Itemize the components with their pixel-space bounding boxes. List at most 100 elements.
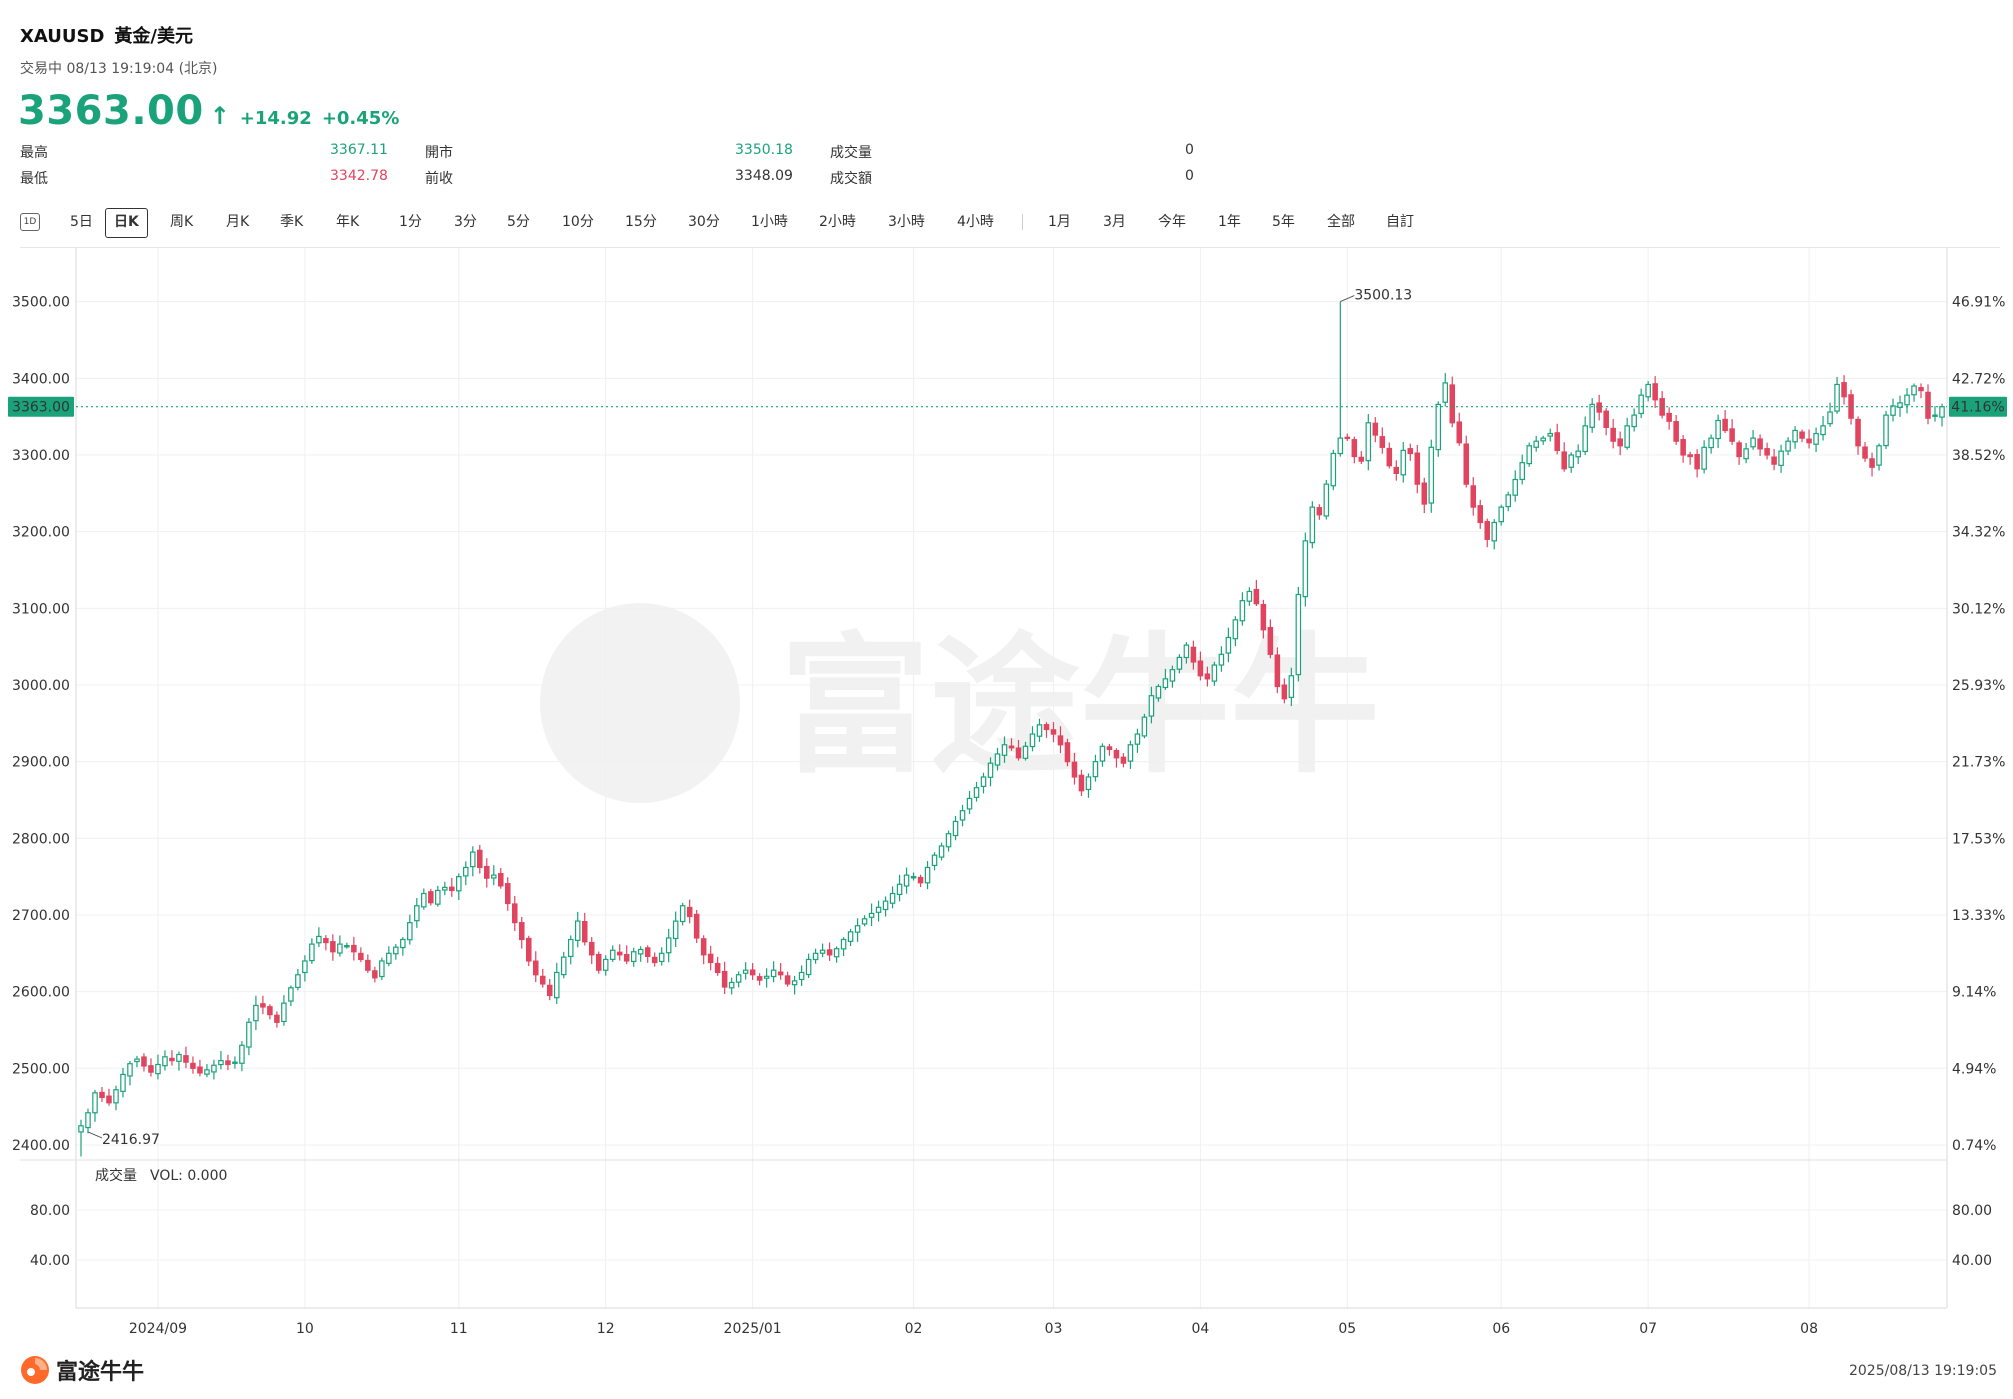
candle-body	[92, 1092, 98, 1114]
y-tick-label: 3300.00	[12, 448, 70, 464]
candle-body	[449, 886, 455, 892]
candle-body	[281, 1002, 287, 1023]
volume-label: 成交量	[830, 145, 872, 161]
range-1-button[interactable]: 3月	[1103, 214, 1126, 230]
period-7-button[interactable]: 3分	[454, 214, 477, 230]
candle-body	[644, 947, 651, 957]
pct-tick-label: 13.33%	[1952, 908, 2005, 924]
candle-body	[323, 938, 329, 944]
candle-body	[309, 943, 315, 962]
candle-body	[1512, 478, 1518, 496]
range-2-button[interactable]: 今年	[1158, 214, 1186, 230]
candle-body	[1155, 685, 1162, 699]
y-tick-label: 3000.00	[12, 678, 70, 694]
candle-body	[295, 974, 301, 989]
range-3-button[interactable]: 1年	[1218, 214, 1241, 230]
range-4-button[interactable]: 5年	[1272, 214, 1295, 230]
candle-body	[1295, 593, 1302, 676]
prev-close-label: 前收	[425, 171, 453, 187]
last-price: 3363.00	[18, 88, 204, 134]
candle-body	[1309, 506, 1316, 544]
prev-close-value: 3348.09	[735, 168, 793, 184]
period-15-button[interactable]: 4小時	[957, 214, 994, 230]
candle-body	[1708, 437, 1714, 449]
candle-body	[735, 974, 742, 983]
pct-tick-label: 25.93%	[1952, 678, 2005, 694]
period-5-button[interactable]: 年K	[336, 214, 360, 230]
pct-tick-label: 9.14%	[1952, 985, 1996, 1001]
candle-body	[854, 925, 861, 933]
candle-body	[1484, 521, 1491, 540]
period-9-button[interactable]: 10分	[562, 214, 594, 230]
candle-body	[218, 1060, 224, 1066]
period-10-button[interactable]: 15分	[625, 214, 657, 230]
range-6-button[interactable]: 自訂	[1386, 214, 1414, 230]
x-tick-label: 04	[1191, 1321, 1209, 1337]
candle-body	[1204, 673, 1211, 680]
candle-body	[938, 845, 945, 858]
x-tick-label: 05	[1338, 1321, 1356, 1337]
period-4-button[interactable]: 季K	[280, 214, 304, 230]
candle-body	[1442, 382, 1449, 403]
period-6-button[interactable]: 1分	[399, 214, 422, 230]
period-1-button[interactable]: 日K	[105, 208, 148, 238]
period-13-button[interactable]: 2小時	[819, 214, 856, 230]
candle-body	[1932, 414, 1938, 417]
candle-body	[1652, 383, 1658, 401]
candlestick-chart[interactable]: 富途牛牛 3500.00 46.91% 3400.00 42.72% 3300.00 38.…	[0, 248, 2013, 1348]
open-label: 開市	[425, 145, 453, 161]
candle-body	[1561, 451, 1567, 470]
candle-body	[1540, 437, 1546, 442]
low-label: 最低	[20, 171, 48, 187]
period-0-button[interactable]: 5日	[70, 214, 93, 230]
candle-body	[609, 949, 616, 960]
candle-body	[1673, 421, 1679, 442]
candle-body	[1589, 403, 1595, 428]
range-5-button[interactable]: 全部	[1327, 214, 1355, 230]
calendar-1d-icon[interactable]: 1D	[20, 213, 40, 231]
candle-body	[169, 1057, 175, 1062]
candle-body	[1617, 438, 1623, 447]
candle-body	[1743, 448, 1749, 460]
period-2-button[interactable]: 周K	[170, 214, 194, 230]
candle-body	[1645, 383, 1651, 398]
candle-body	[246, 1021, 252, 1048]
candle-body	[1869, 458, 1875, 468]
candle-body	[176, 1053, 182, 1062]
candle-body	[959, 810, 966, 821]
min-price-label: 2416.97	[102, 1132, 160, 1148]
candle-body	[78, 1125, 84, 1133]
candle-body	[484, 865, 490, 879]
candle-body	[1701, 446, 1707, 470]
candle-body	[491, 874, 497, 879]
candle-body	[337, 943, 343, 954]
pct-tick-label: 42.72%	[1952, 371, 2005, 387]
high-value: 3367.11	[330, 142, 388, 158]
candle-body	[1904, 394, 1910, 406]
period-8-button[interactable]: 5分	[507, 214, 530, 230]
candle-body	[1316, 507, 1323, 516]
candle-body	[1232, 619, 1239, 640]
candle-body	[232, 1061, 238, 1064]
candle-body	[1141, 716, 1148, 737]
period-14-button[interactable]: 3小時	[888, 214, 925, 230]
candle-body	[1386, 447, 1393, 467]
candle-body	[1365, 422, 1372, 462]
candle-body	[693, 913, 700, 939]
candle-body	[637, 948, 644, 955]
candle-body	[225, 1060, 231, 1066]
candle-body	[85, 1112, 91, 1129]
candle-body	[288, 987, 294, 1002]
candle-body	[616, 951, 623, 956]
period-12-button[interactable]: 1小時	[751, 214, 788, 230]
candle-body	[372, 970, 378, 979]
candle-body	[1498, 506, 1505, 523]
candle-body	[1358, 456, 1365, 462]
open-value: 3350.18	[735, 142, 793, 158]
candle-body	[1575, 450, 1581, 458]
period-3-button[interactable]: 月K	[226, 214, 250, 230]
candle-body	[595, 953, 602, 971]
period-11-button[interactable]: 30分	[688, 214, 720, 230]
range-0-button[interactable]: 1月	[1048, 214, 1071, 230]
candle-body	[1106, 746, 1113, 750]
